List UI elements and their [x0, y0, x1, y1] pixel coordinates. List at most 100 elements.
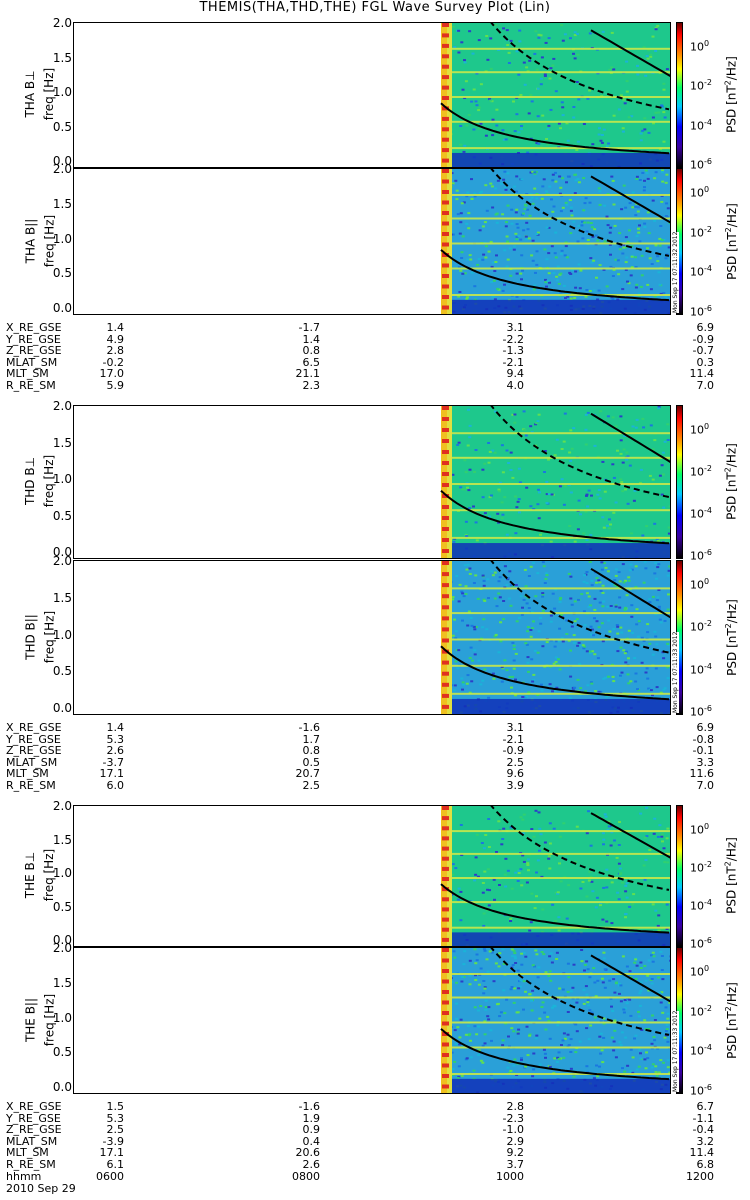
ephemeris-value: 11.4 — [689, 367, 715, 381]
spectrogram-panel — [73, 168, 671, 315]
freq-tick-label: 0.5 — [52, 1045, 72, 1060]
freq-tick-label: 0.0 — [52, 701, 72, 715]
colorbar-tick-label: 10-4 — [690, 264, 712, 279]
freq-axis-label: freq [Hz] — [42, 610, 56, 663]
colorbar — [676, 405, 683, 559]
freq-tick-label: 1.5 — [52, 590, 72, 605]
colorbar-tick-label: 10-2 — [690, 860, 712, 875]
panel-ylabel: THD B|| — [23, 613, 37, 660]
ephemeris-value: 6.9 — [696, 721, 715, 734]
colorbar-tick-label: 10-4 — [690, 898, 712, 913]
ephemeris-value: 3.2 — [696, 1134, 715, 1148]
ephemeris-value: 17.0 — [99, 367, 125, 381]
ephemeris-value: -0.9 — [692, 332, 714, 346]
harmonic-line — [441, 1021, 670, 1024]
ephemeris-value: -1.7 — [298, 321, 320, 334]
ephemeris-label: R_RE_SM — [6, 1158, 56, 1171]
ephemeris-value: 1.4 — [302, 332, 321, 346]
hot-spot — [442, 85, 449, 90]
spectrogram-panel — [73, 22, 671, 168]
ephemeris-value: 11.4 — [689, 1146, 715, 1160]
ephemeris-value: 4.0 — [506, 379, 525, 392]
ephemeris-value: 5.3 — [106, 732, 125, 746]
hot-spot — [442, 897, 449, 902]
colorbar-tick-label: 10-2 — [690, 619, 712, 634]
ephemeris-value: 0.8 — [302, 744, 321, 758]
harmonic-line — [441, 612, 670, 615]
harmonic-line — [441, 242, 670, 245]
freq-axis-label: freq [Hz] — [42, 214, 56, 267]
hot-spot — [442, 253, 449, 257]
spectrogram-background — [441, 561, 670, 714]
ephemeris-value: 2.3 — [302, 379, 321, 392]
timestamp-stamp: Mon Sep 17 07:11:33 2012 — [672, 1010, 679, 1092]
hot-spot — [442, 516, 449, 520]
hot-spot — [442, 549, 449, 553]
timestamp-stamp: Mon Sep 17 07:11:33 2012 — [672, 631, 679, 713]
ephemeris-value: 3.3 — [696, 755, 715, 769]
ephemeris-label: Y_RE_GSE — [6, 1111, 61, 1125]
colorbar-tick-label: 10-6 — [690, 548, 712, 563]
hot-spot — [442, 990, 449, 994]
harmonic-line — [441, 483, 670, 485]
ephemeris-value: 5.3 — [106, 1111, 125, 1125]
data-start-strip — [441, 948, 447, 1093]
ephemeris-label: Z_RE_GSE — [6, 1123, 62, 1137]
hot-spot — [442, 96, 449, 100]
half-gyrofrequency-curve — [490, 561, 670, 654]
freq-tick-label: 0.0 — [52, 1080, 72, 1094]
colorbar-label: PSD [nT2/Hz] — [723, 598, 739, 676]
freq-axis-label: freq [Hz] — [42, 848, 56, 902]
freq-tick-label: 1.5 — [52, 975, 72, 990]
hot-spot — [442, 948, 449, 952]
upper-curve — [590, 412, 670, 463]
freq-tick-label: 2.0 — [52, 941, 72, 955]
ephemeris-label: Y_RE_GSE — [6, 732, 61, 746]
hot-spot — [442, 242, 449, 247]
spectrogram-background — [441, 169, 670, 314]
data-start-strip-inner — [447, 948, 452, 1093]
freq-tick-label: 1.0 — [52, 231, 72, 246]
colorbar-label: PSD [nT2/Hz] — [723, 443, 739, 520]
ephemeris-value: -0.9 — [502, 744, 524, 758]
hot-spot — [442, 232, 449, 236]
freq-tick-label: 1.5 — [52, 832, 72, 847]
hot-spot — [442, 979, 449, 984]
ephemeris-value: 2.6 — [106, 744, 125, 758]
ephemeris-value: 1.7 — [302, 732, 321, 746]
spectrogram-panel — [73, 405, 671, 559]
colorbar-tick-label: 10-2 — [690, 224, 712, 240]
ephemeris-value: -0.8 — [692, 732, 714, 746]
freq-tick-label: 0.5 — [52, 508, 72, 523]
freq-tick-label: 1.0 — [52, 472, 72, 486]
ephemeris-value: 2.5 — [106, 1123, 125, 1137]
hot-spot — [442, 106, 449, 111]
ephemeris-value: 2.9 — [506, 1134, 525, 1148]
harmonic-line — [441, 194, 670, 196]
hot-spot — [442, 660, 449, 665]
hot-spot — [442, 917, 449, 922]
upper-curve — [590, 954, 670, 1003]
hot-spot — [442, 958, 449, 963]
freq-tick-label: 0.0 — [52, 545, 72, 559]
ephemeris-value: -0.1 — [692, 744, 714, 758]
harmonic-line — [441, 432, 670, 435]
ephemeris-value: 0.4 — [302, 1134, 321, 1148]
panel-ylabel: THE B⊥ — [23, 851, 37, 899]
ephemeris-value: 6.5 — [302, 355, 321, 369]
freq-tick-label: 1.0 — [52, 1010, 72, 1025]
ephemeris-value: 9.2 — [506, 1146, 525, 1160]
hot-spot — [442, 428, 449, 432]
colorbar-tick-label: 100 — [690, 822, 710, 837]
harmonic-line — [441, 536, 670, 539]
ephemeris-value: 6.8 — [696, 1158, 715, 1171]
harmonic-line — [441, 638, 670, 641]
hot-spot — [442, 148, 449, 153]
hot-spot — [442, 406, 449, 410]
freq-tick-label: 2.0 — [52, 162, 72, 176]
freq-tick-label: 0.0 — [52, 154, 72, 168]
hot-spot — [442, 927, 449, 932]
ephemeris-label: MLAT_SM — [6, 355, 58, 369]
colorbar-label: PSD [nT2/Hz] — [723, 837, 739, 914]
panel-ylabel: THD B⊥ — [23, 456, 37, 506]
